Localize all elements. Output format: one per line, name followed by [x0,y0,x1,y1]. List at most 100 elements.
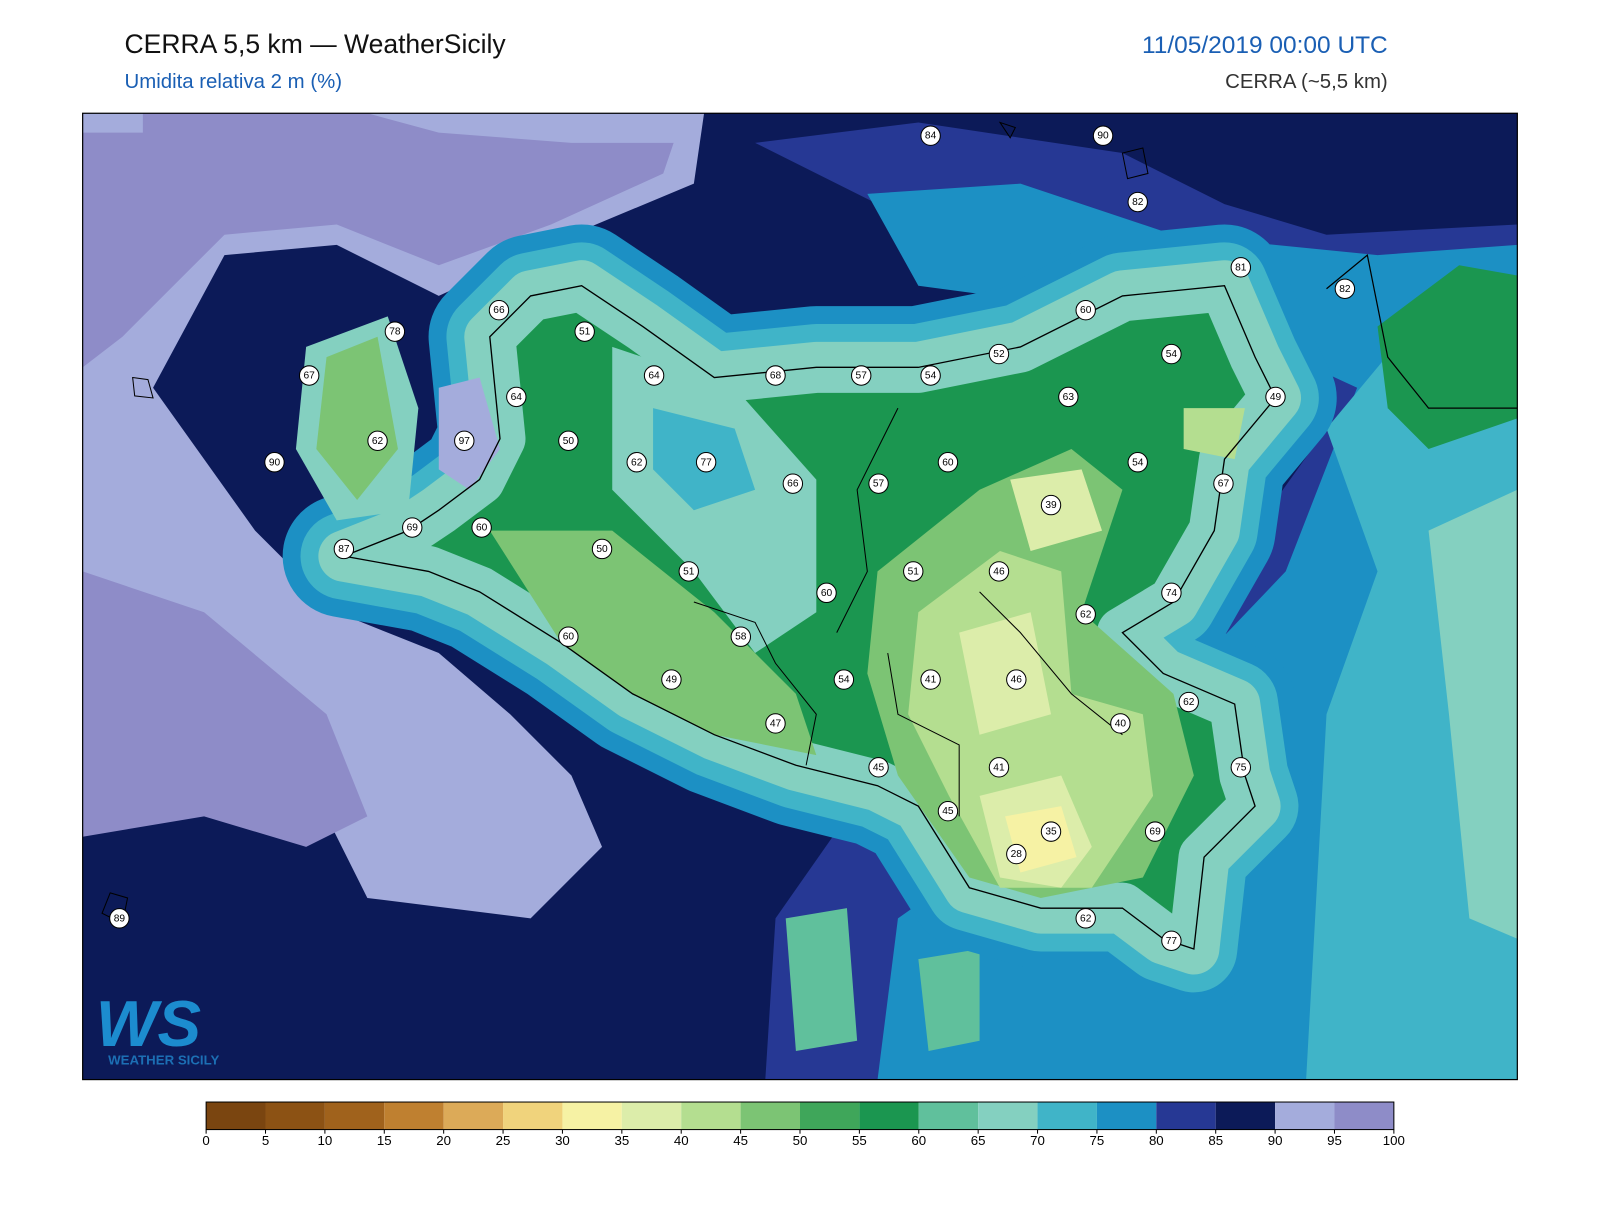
station-value: 74 [1166,588,1178,599]
station-marker [591,538,613,560]
colorbar-tick-label: 40 [674,1133,689,1148]
colorbar-swatch [562,1102,622,1130]
colorbar-tick-label: 50 [793,1133,808,1148]
station: 52 [988,343,1010,365]
colorbar-tick-label: 100 [1383,1133,1405,1148]
station: 54 [1127,452,1148,473]
station: 77 [1161,930,1182,952]
station: 41 [988,757,1010,778]
station-marker [765,713,786,734]
station: 51 [678,561,699,582]
station-marker [937,801,959,822]
station-value: 67 [1218,479,1230,490]
station-marker [920,125,941,146]
station-value: 40 [1115,718,1127,729]
station-marker [1334,278,1356,299]
station-value: 50 [596,544,608,555]
colorbar-tick-label: 35 [614,1133,629,1148]
station-value: 28 [1011,849,1023,860]
station-marker [661,669,682,690]
station: 90 [1092,125,1114,146]
station: 89 [109,908,130,929]
colorbar-swatch [799,1102,860,1130]
station-value: 35 [1045,827,1057,838]
colorbar-tick-label: 45 [733,1133,748,1148]
station: 49 [1265,386,1286,408]
station: 63 [1058,386,1079,408]
station-marker [1006,843,1027,865]
station-value: 49 [666,675,678,686]
station: 39 [1040,494,1062,516]
colorbar-swatch [1275,1102,1335,1130]
station-value: 60 [821,588,833,599]
station: 66 [782,473,804,494]
station-marker [1161,343,1182,365]
station-marker [1058,386,1079,408]
station-marker [903,561,924,582]
station-value: 69 [1149,827,1161,838]
station: 46 [988,561,1010,582]
colorbar-swatch [740,1102,800,1130]
station: 64 [506,386,527,408]
station: 62 [1075,604,1096,625]
station-marker [1213,473,1234,494]
station-marker [626,452,647,473]
station-value: 54 [1166,349,1178,360]
station-marker [506,386,527,408]
logo: WS WEATHER SICILY [96,987,220,1067]
station-value: 87 [338,544,350,555]
station-marker [920,365,941,386]
station-value: 63 [1063,392,1075,403]
colorbar-tick-label: 20 [436,1133,451,1148]
station: 62 [1075,908,1096,929]
station: 50 [591,538,613,560]
colorbar-tick-label: 75 [1090,1133,1105,1148]
station: 54 [1161,343,1182,365]
station-marker [1178,691,1199,713]
model-label: CERRA (~5,5 km) [1225,71,1388,93]
station-value: 60 [563,632,575,643]
station-value: 54 [838,675,850,686]
station-value: 62 [372,436,384,447]
station: 60 [1075,299,1096,321]
station: 87 [333,538,355,560]
station: 47 [765,713,786,734]
station-value: 45 [942,806,954,817]
station-value: 62 [1080,609,1092,620]
station-marker [454,430,475,452]
coastline [1326,253,1518,409]
station: 60 [816,582,837,604]
station-marker [384,321,406,342]
station: 50 [558,430,579,452]
land-field [959,469,1103,735]
station: 82 [1127,191,1148,213]
station-marker [1040,494,1062,516]
logo-mark: WS [96,987,201,1060]
station-value: 46 [993,566,1005,577]
station-marker [833,669,855,690]
station-value: 64 [511,392,523,403]
station: 35 [1040,821,1062,842]
station-value: 82 [1132,197,1144,208]
station: 66 [488,299,510,321]
station-value: 62 [1183,697,1195,708]
station-value: 84 [925,131,937,142]
station-value: 90 [269,457,281,468]
station: 28 [1006,843,1027,865]
station-marker [868,757,889,778]
colorbar-swatch [918,1102,979,1130]
station-value: 66 [787,479,799,490]
station-marker [1230,757,1252,778]
station: 62 [1178,691,1199,713]
sea-band [1428,489,1518,939]
station-value: 41 [925,675,937,686]
station: 84 [920,125,941,146]
station-value: 62 [631,457,643,468]
station-marker [402,517,423,538]
station-value: 54 [1132,457,1144,468]
humid-sea [82,571,368,847]
station: 69 [1144,821,1166,842]
stations: 84 90 82 81 82 66 51 60 78 52 54 67 64 68 57 54 63 49 64 62… [109,125,1356,952]
station: 78 [384,321,406,342]
